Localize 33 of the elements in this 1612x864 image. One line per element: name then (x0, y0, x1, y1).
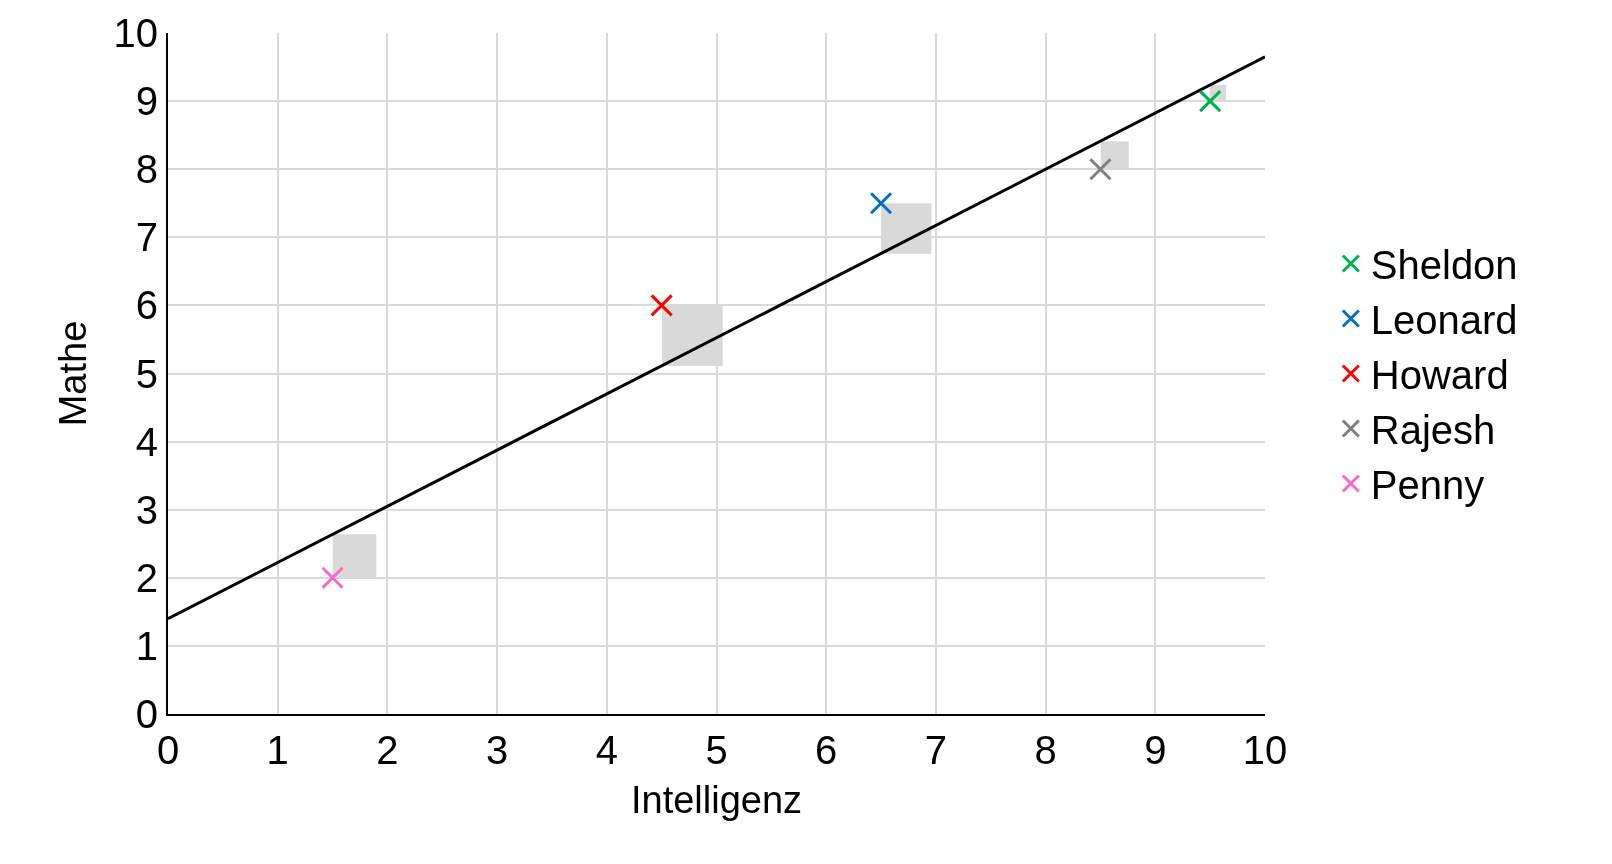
legend-label: Howard (1370, 353, 1509, 398)
y-tick-label: 4 (135, 419, 158, 464)
y-tick-label: 6 (135, 283, 158, 328)
y-tick-label: 3 (135, 487, 158, 532)
y-tick-label: 1 (135, 623, 158, 668)
y-tick-label: 5 (135, 351, 158, 396)
legend-label: Sheldon (1370, 243, 1518, 288)
x-tick-label: 4 (595, 728, 618, 772)
x-tick-label: 5 (705, 728, 728, 772)
x-tick-label: 10 (1242, 728, 1288, 772)
y-axis-title: Mathe (52, 320, 95, 427)
y-tick-label: 8 (135, 147, 158, 192)
y-tick-label: 0 (135, 692, 158, 736)
point (321, 566, 345, 590)
x-tick-label: 9 (1144, 728, 1167, 772)
x-tick-label: 3 (485, 728, 509, 772)
legend-label: Penny (1370, 463, 1485, 508)
point (1088, 157, 1112, 181)
x-tick-label: 6 (815, 728, 838, 772)
point (650, 293, 674, 317)
x-tick-label: 7 (924, 728, 948, 772)
y-tick-label: 10 (113, 11, 158, 55)
y-tick-label: 2 (135, 555, 158, 600)
legend-label: Rajesh (1370, 408, 1496, 453)
point (1198, 89, 1222, 113)
x-axis-title: Intelligenz (630, 778, 803, 821)
y-tick-label: 7 (135, 215, 158, 260)
legend-label: Leonard (1370, 298, 1518, 343)
x-tick-label: 8 (1034, 728, 1057, 772)
x-tick-label: 1 (266, 728, 289, 772)
x-tick-label: 2 (376, 728, 399, 772)
y-tick-label: 9 (135, 79, 158, 124)
point (869, 191, 893, 215)
